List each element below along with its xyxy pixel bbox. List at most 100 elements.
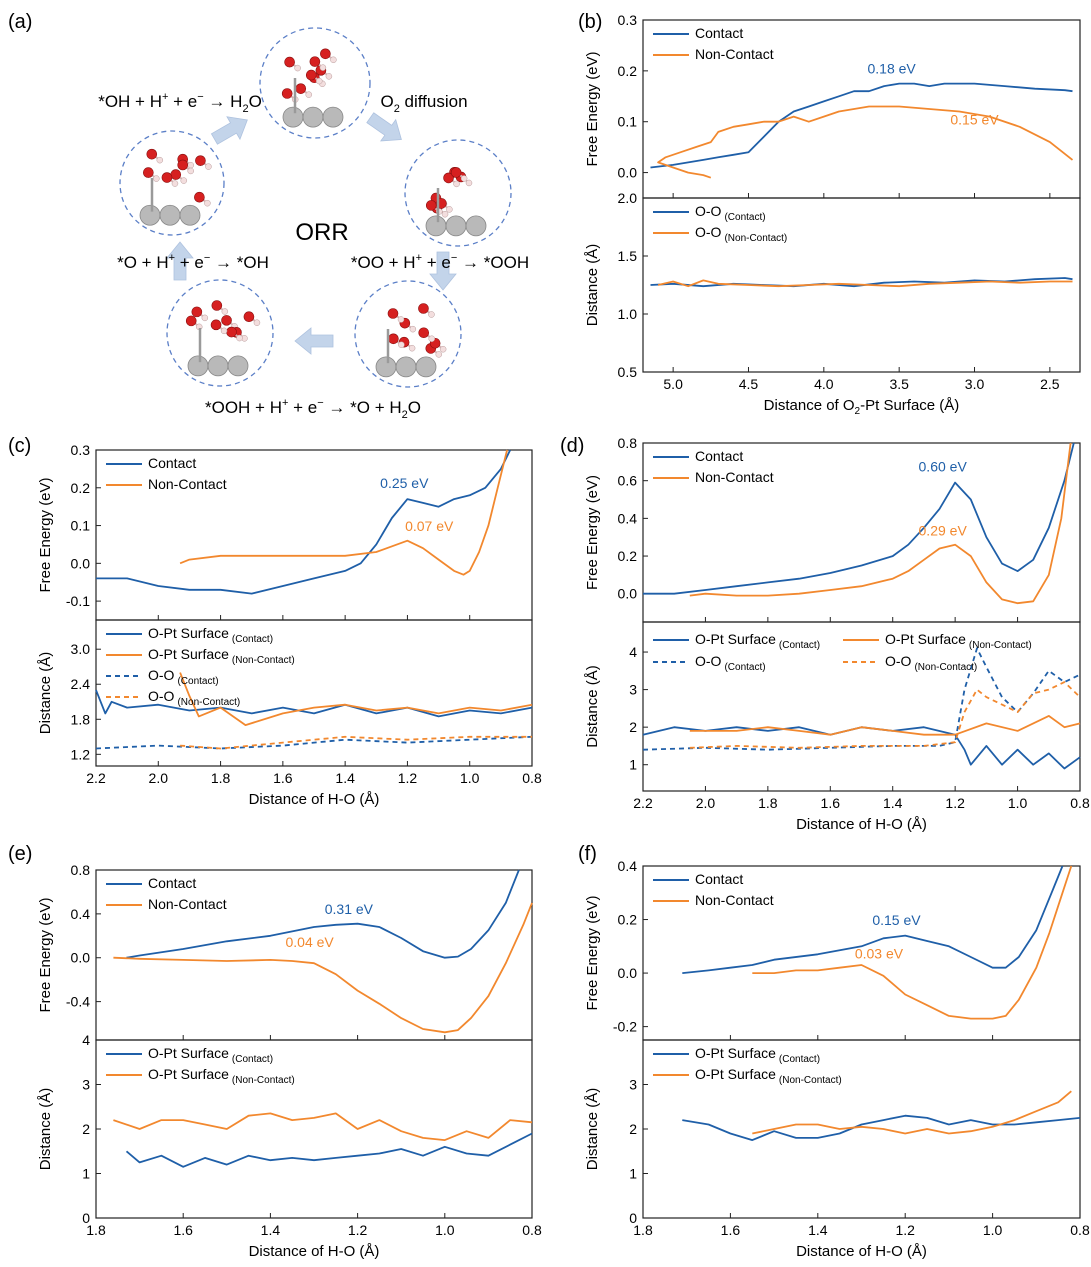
y-tick-label: 4 (629, 644, 637, 660)
molecule-snapshot-3 (404, 139, 512, 247)
barrier-annotation: 0.07 eV (405, 518, 454, 534)
y-tick-label: 1.5 (618, 248, 638, 264)
barrier-annotation: 0.15 eV (872, 912, 921, 928)
x-tick-label: 1.4 (261, 1222, 281, 1238)
plot-frame (642, 621, 1081, 792)
y-tick-label: -0.1 (66, 593, 90, 609)
barrier-annotation: 0.31 eV (325, 901, 374, 917)
barrier-annotation: 0.25 eV (380, 475, 429, 491)
panel-3-bot-plot: 0 1 2 3 4 Distance (Å) 1.8 1.6 1.4 1.2 1.0 0.8 O-Pt … (37, 1032, 542, 1238)
cycle-arrow-5 (166, 241, 194, 281)
panel-label: (f) (578, 843, 597, 865)
y-tick-label: 2 (629, 1121, 637, 1137)
legend-label: Non-Contact (695, 469, 774, 485)
series-line-contact (643, 442, 1075, 595)
x-tick-label: 2.5 (1040, 376, 1060, 392)
legend: Contact Non-Contact (106, 455, 227, 492)
x-tick-label: 1.6 (821, 795, 841, 811)
cycle-arrow-3 (429, 251, 457, 291)
x-tick-label: 1.4 (883, 795, 903, 811)
x-axis-label: Distance of H-O (Å) (796, 816, 927, 833)
legend: Contact Non-Contact (653, 25, 774, 62)
legend: O-Pt Surface(Contact)O-Pt Surface(Non-Co… (653, 631, 1032, 673)
y-tick-label: 2 (82, 1121, 90, 1137)
legend-label: Non-Contact (148, 476, 227, 492)
legend-label: O-Pt Surface (Contact) (148, 625, 273, 645)
x-tick-label: 4.0 (814, 376, 834, 392)
panel-2-top-plot: 0.0 0.2 0.4 0.6 0.8 Free Energy (eV) Contact No… (584, 435, 1081, 623)
panel-0-top-plot: 0.0 0.1 0.2 0.3 Free Energy (eV) Contact Non-C… (584, 12, 1081, 199)
x-tick-label: 1.2 (398, 770, 418, 786)
y-tick-label: 2.0 (618, 190, 638, 206)
series-line-non-contact (752, 865, 1073, 1020)
series-line-non-contact (179, 449, 508, 576)
legend-label: Contact (148, 875, 196, 891)
x-tick-label: 1.4 (808, 1222, 828, 1238)
legend-label: Contact (695, 25, 743, 41)
y-tick-label: -0.4 (66, 994, 90, 1010)
y-tick-label: 2.4 (71, 676, 91, 692)
y-tick-label: 0 (82, 1210, 90, 1226)
legend-label: Non-Contact (695, 46, 774, 62)
y-axis-label: Free Energy (eV) (37, 477, 54, 592)
legend: Contact Non-Contact (653, 448, 774, 485)
series-line-non-contact (657, 105, 1074, 179)
panel-a-orr-cycle: (a) ORR *OH + H+ + e− → H2O O2 diffusion *O … (8, 11, 529, 421)
panel-c: (c) -0.1 0.0 0.1 0.2 0.3 Free Energy (eV) Conta… (8, 435, 542, 808)
orr-label: ORR (295, 219, 348, 246)
panel-1-top-plot: -0.1 0.0 0.1 0.2 0.3 Free Energy (eV) Contact N… (37, 442, 533, 621)
y-tick-label: 1 (82, 1166, 90, 1182)
x-tick-label: 5.0 (663, 376, 683, 392)
legend: O-Pt Surface(Contact)O-Pt Surface(Non-Co… (106, 1045, 295, 1086)
series-line-non-contact (113, 902, 533, 1034)
series-line-contact (126, 869, 520, 959)
x-axis-label: Distance of H-O (Å) (249, 791, 380, 808)
barrier-annotation: 0.03 eV (855, 945, 904, 961)
panel-label: (b) (578, 11, 602, 33)
plot-frame (642, 197, 1081, 373)
panel-e: (e) -0.4 0.0 0.4 0.8 Free Energy (eV) Contact N… (8, 843, 542, 1260)
barrier-annotation: 0.15 eV (950, 111, 999, 127)
x-axis-label: Distance of H-O (Å) (249, 1243, 380, 1260)
panel-4-bot-plot: 0 1 2 3 Distance (Å) 1.8 1.6 1.4 1.2 1.0 0.8 O-Pt S… (584, 1039, 1090, 1238)
legend-label: Contact (148, 455, 196, 471)
panel-1-bot-plot: 1.2 1.8 2.4 3.0 Distance (Å) 2.2 2.0 1.8 1.6 1.4 1… (37, 619, 542, 786)
panel-label: (e) (8, 843, 32, 865)
legend-label: O-O (Non-Contact) (148, 688, 240, 708)
panel-3-top-plot: -0.4 0.0 0.4 0.8 Free Energy (eV) Contact Non-… (37, 862, 533, 1041)
y-tick-label: 3 (629, 1077, 637, 1093)
x-tick-label: 2.2 (633, 795, 653, 811)
y-tick-label: 0.8 (618, 435, 638, 451)
y-tick-label: 0.8 (71, 862, 91, 878)
reaction-equation-1: *OH + H+ + e− → H2O (98, 91, 262, 115)
series-line-contact (682, 865, 1064, 974)
series-line-o-pt-surface-non-contact (113, 1112, 533, 1141)
y-axis-label: Free Energy (eV) (37, 897, 54, 1012)
y-tick-label: 0.3 (618, 12, 638, 28)
x-tick-label: 1.2 (895, 1222, 915, 1238)
legend: O-Pt Surface(Contact)O-Pt Surface(Non-Co… (106, 625, 295, 708)
x-tick-label: 1.6 (721, 1222, 741, 1238)
panel-d: (d) 0.0 0.2 0.4 0.6 0.8 Free Energy (eV) Contac… (560, 435, 1090, 833)
reaction-equation-3: *O + H+ + e− → *OH (117, 252, 269, 272)
series-line-o-o-contact (95, 735, 533, 750)
y-tick-label: 0.0 (618, 586, 638, 602)
cycle-arrow-2 (366, 112, 402, 142)
legend-label: O-O (Contact) (695, 203, 766, 223)
y-tick-label: 0.0 (618, 965, 638, 981)
x-tick-label: 3.5 (889, 376, 909, 392)
x-tick-label: 1.4 (335, 770, 355, 786)
y-tick-label: 1.0 (618, 306, 638, 322)
cycle-arrow-1 (210, 116, 248, 145)
series-line-o-pt-surface-contact (682, 1114, 1081, 1141)
x-tick-label: 2.0 (696, 795, 716, 811)
series-line-non-contact (689, 442, 1072, 605)
legend-label: O-O (Non-Contact) (695, 224, 787, 244)
legend-label: O-O (Contact) (695, 653, 766, 673)
y-tick-label: 0.1 (71, 518, 91, 534)
barrier-annotation: 0.18 eV (868, 60, 917, 76)
series-line-o-pt-surface-non-contact (689, 715, 1081, 736)
y-tick-label: 1.2 (71, 746, 91, 762)
legend-label: O-O (Contact) (148, 667, 219, 687)
